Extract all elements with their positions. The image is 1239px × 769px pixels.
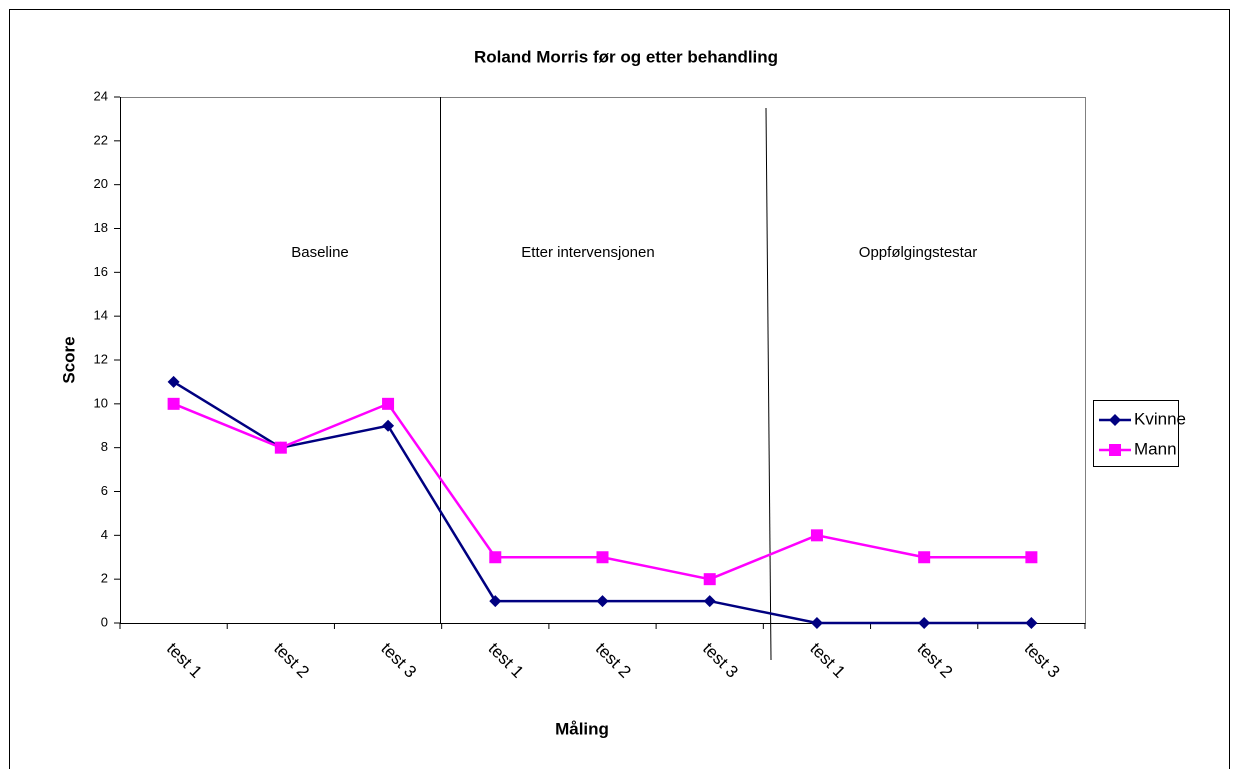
y-tick-label: 2 <box>101 571 108 586</box>
legend <box>1093 400 1179 467</box>
annotation: Baseline <box>291 244 349 261</box>
y-tick-label: 4 <box>101 527 108 542</box>
data-point <box>596 551 609 564</box>
data-point <box>1025 551 1038 564</box>
y-tick-label: 14 <box>94 308 108 323</box>
data-point <box>382 397 395 410</box>
data-point <box>382 419 395 432</box>
y-tick-label: 20 <box>94 176 108 191</box>
y-tick-label: 18 <box>94 220 108 235</box>
data-point <box>167 375 180 388</box>
data-point <box>489 595 502 608</box>
annotation: Etter intervensjonen <box>521 244 654 261</box>
data-point <box>810 617 823 629</box>
legend-label: Kvinne <box>1134 409 1186 428</box>
divider <box>765 107 772 661</box>
y-tick-label: 10 <box>94 395 108 410</box>
data-point <box>1025 617 1038 629</box>
data-point <box>596 595 609 608</box>
y-tick-label: 16 <box>94 264 108 279</box>
legend-label: Mann <box>1134 439 1177 458</box>
y-tick-label: 8 <box>101 439 108 454</box>
data-point <box>167 397 180 410</box>
data-point <box>703 573 716 586</box>
plot-area <box>120 97 1086 624</box>
data-point <box>489 551 502 564</box>
y-tick-label: 6 <box>101 483 108 498</box>
data-point <box>703 595 716 608</box>
x-axis-label: Måling <box>555 719 609 738</box>
data-point <box>918 551 931 564</box>
annotation: Oppfølgingstestar <box>859 244 977 261</box>
legend-marker <box>1109 414 1121 426</box>
y-axis-label: Score <box>59 336 78 383</box>
data-point <box>274 441 287 454</box>
legend-marker <box>1109 444 1121 456</box>
chart-title: Roland Morris før og etter behandling <box>474 47 778 66</box>
data-point <box>918 617 931 629</box>
y-tick-label: 24 <box>94 88 108 103</box>
y-tick-label: 22 <box>94 132 108 147</box>
y-tick-label: 0 <box>101 614 108 629</box>
y-tick-label: 12 <box>94 351 108 366</box>
data-point <box>810 529 823 542</box>
